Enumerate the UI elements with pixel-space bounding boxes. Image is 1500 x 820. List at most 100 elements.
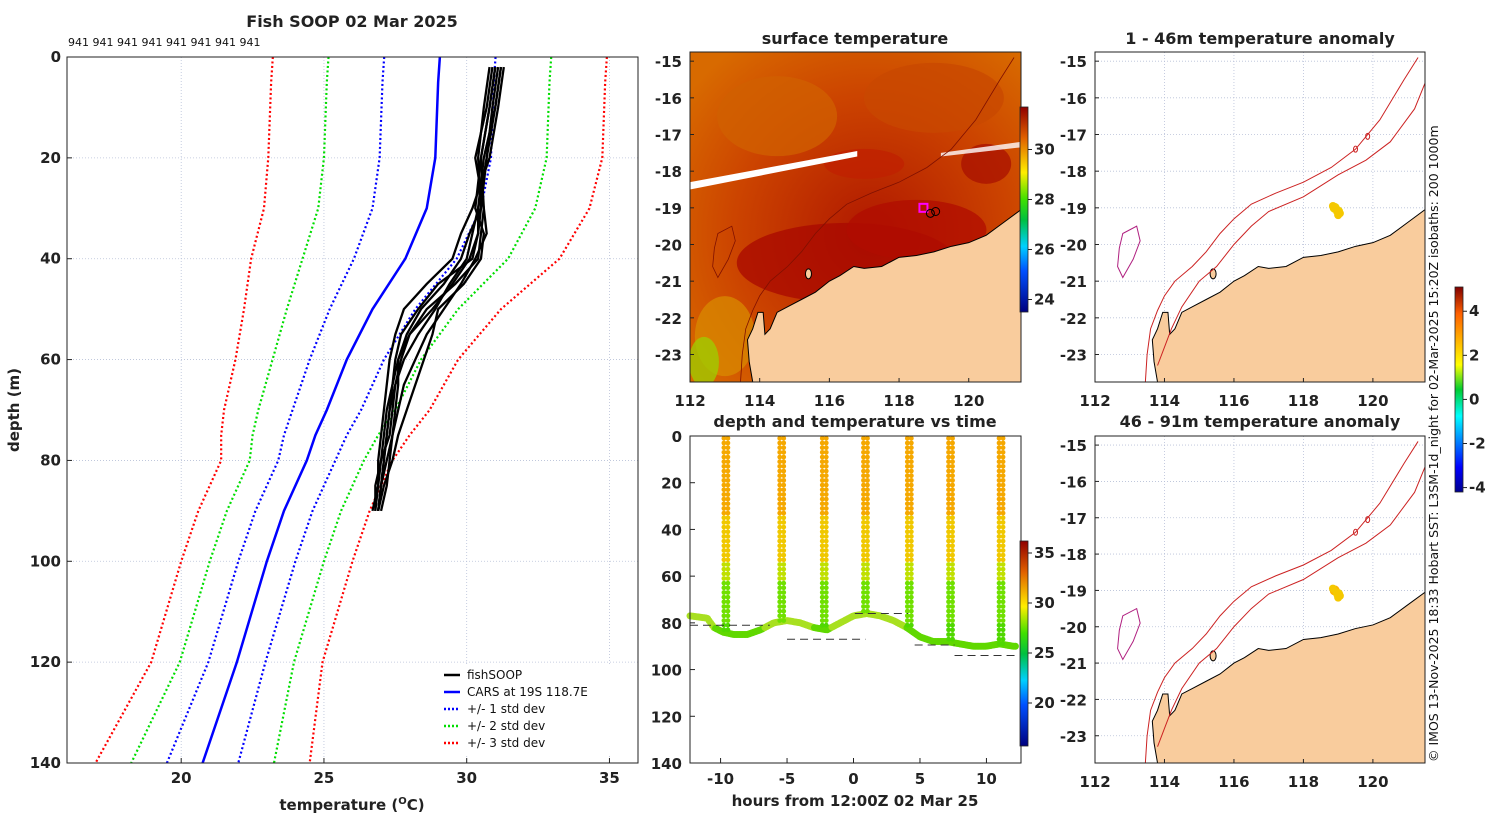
depth-point (777, 618, 783, 623)
depth-point (950, 496, 955, 502)
depth-point (865, 459, 870, 465)
depth-point (908, 562, 914, 567)
depth-point (861, 576, 866, 581)
depth-point (1000, 641, 1006, 647)
depth-point (946, 529, 951, 535)
depth-point (865, 506, 870, 511)
depth-point (861, 501, 866, 507)
map-content (1095, 436, 1425, 763)
depth-point (819, 585, 825, 591)
depth-point (950, 552, 955, 558)
x-tick-label: 35 (599, 769, 620, 787)
legend-label: +/- 1 std dev (467, 702, 545, 716)
colorbar-tick-label: 30 (1034, 141, 1055, 159)
depth-point (908, 590, 914, 595)
depth-point (777, 576, 783, 581)
map-axes-box (1094, 51, 1426, 383)
depth-point (721, 510, 727, 516)
map-content (1095, 52, 1425, 382)
depth-point (904, 538, 910, 544)
depth-point (865, 548, 870, 553)
depth-point (904, 562, 910, 567)
depth-point (1000, 576, 1006, 581)
depth-point (904, 477, 910, 483)
depth-point (823, 571, 829, 577)
depth-point (996, 562, 1002, 567)
anomaly-point (1334, 211, 1343, 220)
depth-point (908, 538, 914, 544)
depth-point (950, 473, 955, 479)
depth-point (823, 590, 829, 595)
depth-point (904, 463, 910, 469)
depth-point (721, 627, 727, 633)
lat-tick-label: -18 (1060, 163, 1087, 181)
depth-point (946, 435, 951, 441)
depth-point (996, 491, 1002, 497)
lon-tick-label: 118 (1288, 773, 1319, 791)
depth-point (904, 506, 910, 511)
depth-point (908, 454, 914, 460)
depth-point (819, 608, 825, 614)
lon-tick-label: 112 (674, 392, 705, 410)
depth-point (781, 562, 787, 567)
depth-point (996, 449, 1002, 455)
depth-point (861, 468, 866, 474)
depth-point (908, 506, 914, 511)
depth-point (904, 440, 910, 446)
depth-point (1000, 520, 1006, 525)
depth-point (781, 482, 787, 488)
depth-point (823, 482, 829, 488)
depth-point (946, 566, 951, 572)
depth-point (721, 473, 727, 479)
depth-point (777, 449, 783, 455)
depth-point (1000, 622, 1006, 628)
depth-point (861, 552, 866, 558)
depth-point (865, 599, 870, 605)
depth-point (904, 622, 910, 628)
depth-point (950, 445, 955, 451)
depth-point (996, 622, 1002, 628)
isobath-200m (1144, 57, 1419, 382)
depth-point (950, 613, 955, 619)
depth-point (946, 520, 951, 525)
depth-point (946, 459, 951, 465)
depth-point (777, 599, 783, 605)
depth-point (865, 585, 870, 591)
depth-point (777, 440, 783, 446)
sst-patch (717, 76, 838, 157)
depth-point (823, 622, 829, 628)
y-tick-label: 80 (661, 615, 682, 633)
depth-point (865, 543, 870, 549)
depth-point (904, 594, 910, 600)
lat-tick-label: -21 (1060, 655, 1087, 673)
colorbar-tick-label: 25 (1034, 644, 1055, 662)
depth-point (781, 599, 787, 605)
depth-point (819, 576, 825, 581)
depth-point (721, 463, 727, 469)
depth-point (777, 454, 783, 460)
anomaly-deep-title: 46 - 91m temperature anomaly (1120, 412, 1401, 431)
depth-point (781, 506, 787, 511)
lon-tick-label: 114 (1149, 392, 1180, 410)
depth-point (865, 576, 870, 581)
depth-point (721, 468, 727, 474)
depth-point (819, 543, 825, 549)
depth-point (819, 529, 825, 535)
lat-tick-label: -19 (1060, 582, 1087, 600)
depth-point (908, 515, 914, 521)
depth-point (950, 632, 955, 637)
depth-point (996, 510, 1002, 516)
depth-point (950, 618, 955, 623)
sst-title: surface temperature (762, 29, 949, 48)
depth-point (908, 599, 914, 605)
lat-tick-label: -23 (1060, 347, 1087, 365)
depth-point (781, 529, 787, 535)
depth-point (721, 520, 727, 525)
y-tick-label: 40 (661, 521, 682, 539)
x-tick-label: 20 (171, 769, 192, 787)
depth-point (996, 627, 1002, 633)
depth-point (904, 459, 910, 465)
depth-point (996, 543, 1002, 549)
depth-point (777, 435, 783, 441)
y-tick-label: 0 (672, 428, 682, 446)
